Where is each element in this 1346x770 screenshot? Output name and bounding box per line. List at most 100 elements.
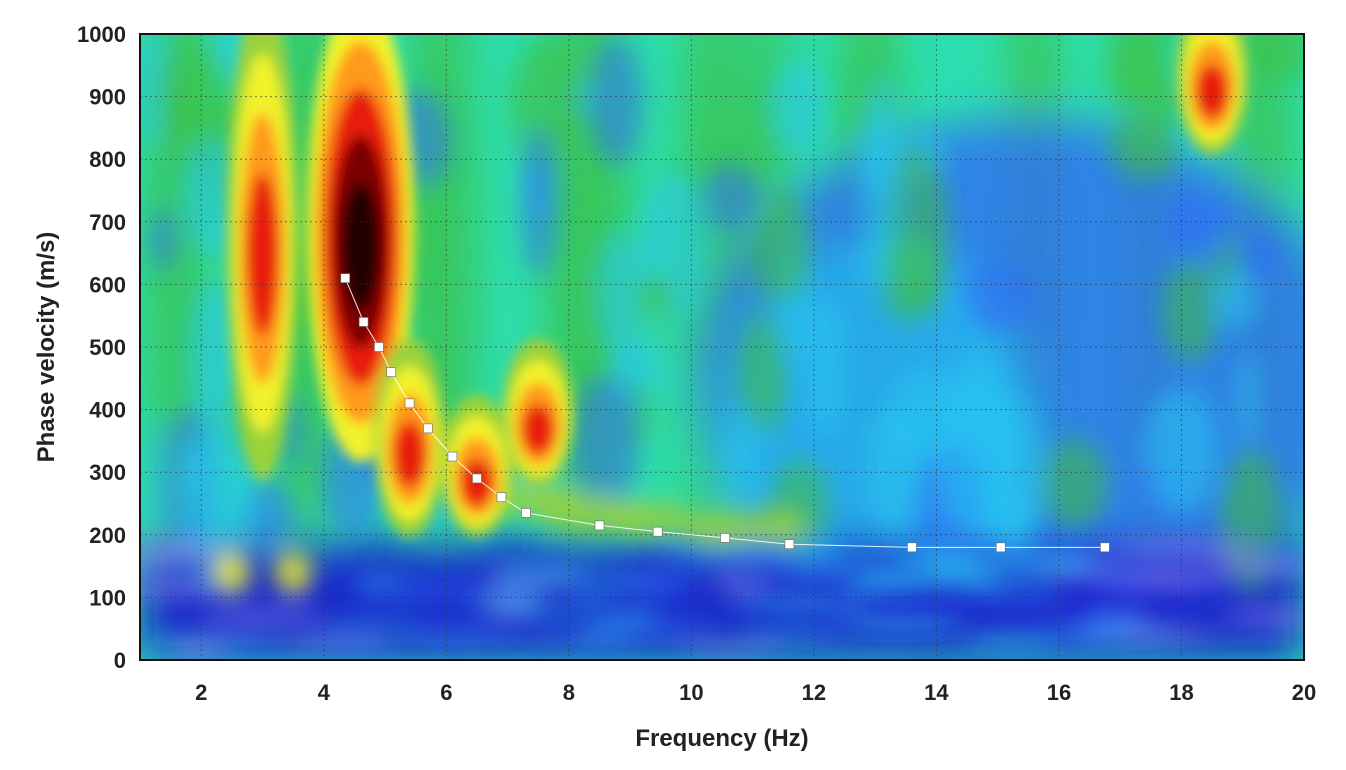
dispersion-point: [594, 520, 605, 531]
x-tick-label: 10: [679, 680, 703, 705]
dispersion-point: [423, 423, 433, 434]
noise-blob: [634, 272, 675, 322]
noise-blob: [1220, 448, 1282, 597]
noise-streak: [321, 620, 420, 628]
noise-blob: [857, 115, 903, 260]
noise-streak: [1081, 566, 1144, 580]
y-tick-label: 500: [89, 335, 126, 360]
noise-streak: [352, 576, 407, 585]
x-tick-label: 14: [924, 680, 949, 705]
noise-blob: [768, 62, 827, 155]
ridge-ellipse: [341, 182, 380, 311]
noise-streak: [919, 560, 998, 573]
noise-blob: [180, 425, 254, 570]
noise-blob: [940, 382, 1014, 537]
noise-streak: [711, 576, 767, 590]
x-tick-label: 18: [1169, 680, 1193, 705]
y-tick-label: 600: [89, 272, 126, 297]
x-axis-title: Frequency (Hz): [635, 725, 808, 752]
noise-streak: [140, 556, 235, 564]
noise-streak: [397, 628, 517, 642]
noise-blob: [737, 312, 788, 436]
mode-trail: [682, 510, 762, 547]
noise-streak: [739, 630, 843, 640]
y-tick-label: 100: [89, 585, 126, 610]
y-tick-label: 700: [89, 210, 126, 235]
noise-blob: [700, 163, 761, 234]
noise-blob: [1237, 351, 1259, 448]
dispersion-point: [1100, 542, 1110, 553]
noise-streak: [527, 637, 628, 645]
noise-blob: [749, 191, 811, 304]
dispersion-point: [386, 367, 396, 377]
x-tick-label: 8: [563, 680, 575, 705]
noise-blob: [1105, 34, 1158, 106]
noise-blob: [569, 373, 641, 513]
x-tick-label: 4: [318, 680, 331, 705]
noise-streak: [837, 617, 967, 631]
noise-streak: [310, 640, 392, 652]
dispersion-point: [340, 273, 351, 283]
x-axis: 2 4 6 8 10 12 14 16 18 20: [195, 680, 1316, 705]
noise-streak: [140, 544, 226, 558]
noise-streak: [653, 548, 773, 563]
y-tick-label: 300: [89, 460, 126, 485]
y-tick-label: 900: [89, 85, 126, 110]
dispersion-curve: [340, 273, 1110, 553]
y-axis: 0 100 200 300 400 500 600 700 800 900 1000: [77, 22, 126, 673]
noise-blob: [1245, 34, 1304, 82]
heatmap-background: [140, 34, 1304, 660]
noise-streak: [195, 611, 325, 623]
noise-blob: [588, 37, 644, 166]
noise-streak: [785, 567, 934, 576]
x-tick-label: 20: [1292, 680, 1316, 705]
x-tick-label: 2: [195, 680, 207, 705]
noise-streak: [1094, 616, 1145, 625]
noise-streak: [1056, 634, 1181, 643]
noise-streak: [1028, 555, 1104, 564]
grid: [140, 34, 1304, 660]
noise-streak: [206, 639, 282, 650]
noise-streak: [1040, 622, 1134, 634]
dispersion-point: [652, 526, 663, 537]
noise-blob: [1162, 260, 1219, 363]
noise-streak: [1083, 608, 1148, 620]
noise-blob: [592, 228, 645, 356]
dispersion-point: [358, 317, 369, 327]
y-tick-label: 800: [89, 147, 126, 172]
noise-streak: [892, 550, 973, 562]
noise-blob: [1245, 226, 1279, 292]
noise-streak: [1244, 551, 1304, 565]
y-axis-title: Phase velocity (m/s): [33, 232, 60, 463]
noise-blob: [1041, 438, 1108, 530]
noise-blob: [508, 36, 582, 172]
dispersion-point: [995, 542, 1006, 553]
y-tick-label: 1000: [77, 22, 126, 47]
x-tick-label: 6: [440, 680, 452, 705]
x-tick-label: 16: [1047, 680, 1071, 705]
y-tick-label: 400: [89, 398, 126, 423]
mode-trail: [747, 509, 808, 546]
noise-blob: [724, 412, 761, 496]
mode-trail: [603, 501, 694, 538]
plot-frame: [139, 33, 1305, 661]
noise-blob: [1110, 117, 1179, 181]
ridge-ellipse: [246, 172, 279, 336]
dispersion-point: [720, 533, 730, 543]
noise-streak: [1106, 540, 1265, 554]
x-tick-label: 12: [802, 680, 826, 705]
dispersion-point: [521, 508, 531, 518]
noise-streak: [682, 645, 781, 654]
dispersion-point: [496, 492, 507, 503]
noise-blob: [143, 408, 165, 533]
noise-blob: [966, 261, 1037, 330]
dispersion-point: [784, 539, 795, 549]
noise-blob: [149, 207, 177, 272]
noise-streak: [1097, 583, 1257, 591]
ridge-ellipse: [1196, 64, 1229, 119]
noise-blob: [1213, 269, 1259, 330]
dispersion-point: [907, 542, 917, 553]
noise-streak: [961, 539, 1090, 549]
y-tick-label: 0: [114, 648, 126, 673]
noise-streak: [728, 596, 873, 609]
